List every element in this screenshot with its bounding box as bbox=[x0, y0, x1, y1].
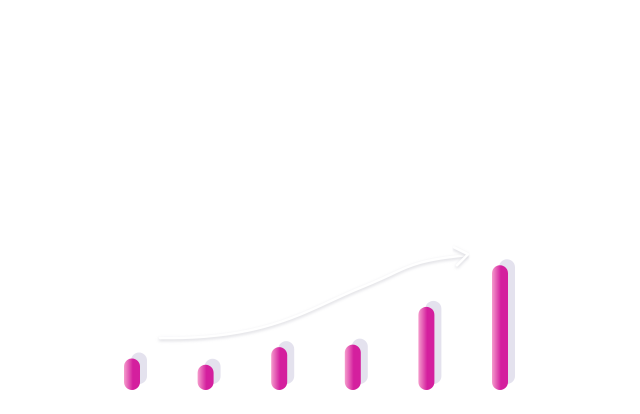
bar-6 bbox=[492, 259, 515, 390]
bar-fill bbox=[197, 364, 214, 390]
bar-fill bbox=[492, 265, 508, 390]
trend-arrow-head bbox=[452, 246, 470, 267]
bar-1 bbox=[124, 352, 147, 390]
bar-fill bbox=[344, 344, 361, 390]
bar-2 bbox=[197, 358, 221, 390]
bars-group bbox=[124, 259, 515, 390]
bar-fill bbox=[418, 306, 435, 390]
trend-arrow bbox=[158, 246, 470, 340]
bar-fill bbox=[271, 347, 288, 390]
bar-3 bbox=[271, 341, 295, 390]
bar-5 bbox=[418, 300, 442, 390]
bar-4 bbox=[344, 338, 368, 390]
bar-fill bbox=[124, 358, 140, 390]
trend-arrow-line bbox=[158, 254, 468, 340]
